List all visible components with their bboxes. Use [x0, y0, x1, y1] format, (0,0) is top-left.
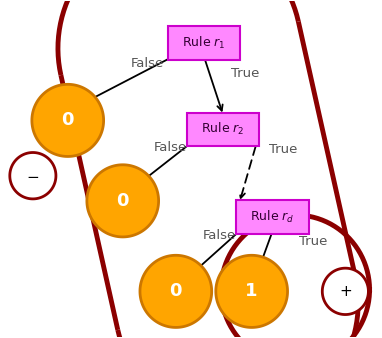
Polygon shape — [140, 255, 212, 328]
FancyBboxPatch shape — [236, 200, 309, 234]
Text: False: False — [154, 141, 187, 154]
Text: Rule $r_d$: Rule $r_d$ — [250, 209, 295, 225]
Text: False: False — [131, 57, 164, 70]
FancyBboxPatch shape — [187, 113, 259, 146]
FancyBboxPatch shape — [168, 26, 241, 60]
Polygon shape — [322, 268, 368, 315]
Polygon shape — [10, 152, 56, 199]
Text: Rule $r_1$: Rule $r_1$ — [183, 35, 226, 51]
Text: $-$: $-$ — [26, 168, 39, 183]
Polygon shape — [87, 165, 159, 237]
Text: True: True — [269, 143, 297, 156]
Text: 0: 0 — [117, 192, 129, 210]
Text: True: True — [231, 67, 259, 80]
Text: 0: 0 — [62, 112, 74, 129]
Text: False: False — [203, 229, 236, 242]
Polygon shape — [216, 255, 288, 328]
Text: 0: 0 — [170, 282, 182, 300]
Polygon shape — [32, 84, 104, 156]
Text: 1: 1 — [245, 282, 258, 300]
Text: True: True — [299, 236, 327, 248]
Text: Rule $r_2$: Rule $r_2$ — [201, 121, 245, 138]
Text: $+$: $+$ — [339, 284, 352, 299]
